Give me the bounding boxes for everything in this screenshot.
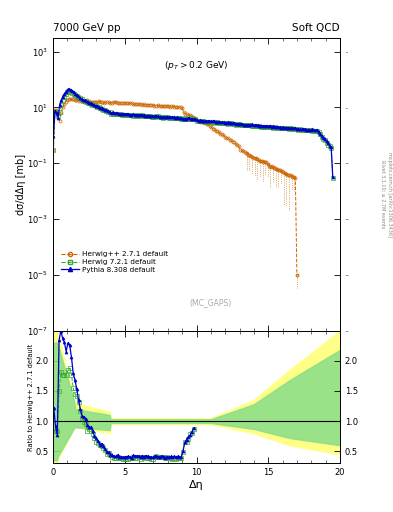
- Y-axis label: Ratio to Herwig++ 2.7.1 default: Ratio to Herwig++ 2.7.1 default: [28, 344, 34, 451]
- Text: mcplots.cern.ch [arXiv:1306.3436]: mcplots.cern.ch [arXiv:1306.3436]: [387, 152, 391, 237]
- Legend: Herwig++ 2.7.1 default, Herwig 7.2.1 default, Pythia 8.308 default: Herwig++ 2.7.1 default, Herwig 7.2.1 def…: [59, 250, 169, 274]
- Text: $(p_{T} > 0.2\ \mathrm{GeV})$: $(p_{T} > 0.2\ \mathrm{GeV})$: [164, 59, 229, 72]
- Text: 7000 GeV pp: 7000 GeV pp: [53, 23, 121, 33]
- Y-axis label: dσ/dΔη [mb]: dσ/dΔη [mb]: [16, 154, 26, 215]
- X-axis label: Δη: Δη: [189, 480, 204, 490]
- Text: (MC_GAPS): (MC_GAPS): [190, 298, 232, 307]
- Text: Rivet 3.1.10; ≥ 2.7M events: Rivet 3.1.10; ≥ 2.7M events: [381, 160, 386, 229]
- Text: Soft QCD: Soft QCD: [292, 23, 340, 33]
